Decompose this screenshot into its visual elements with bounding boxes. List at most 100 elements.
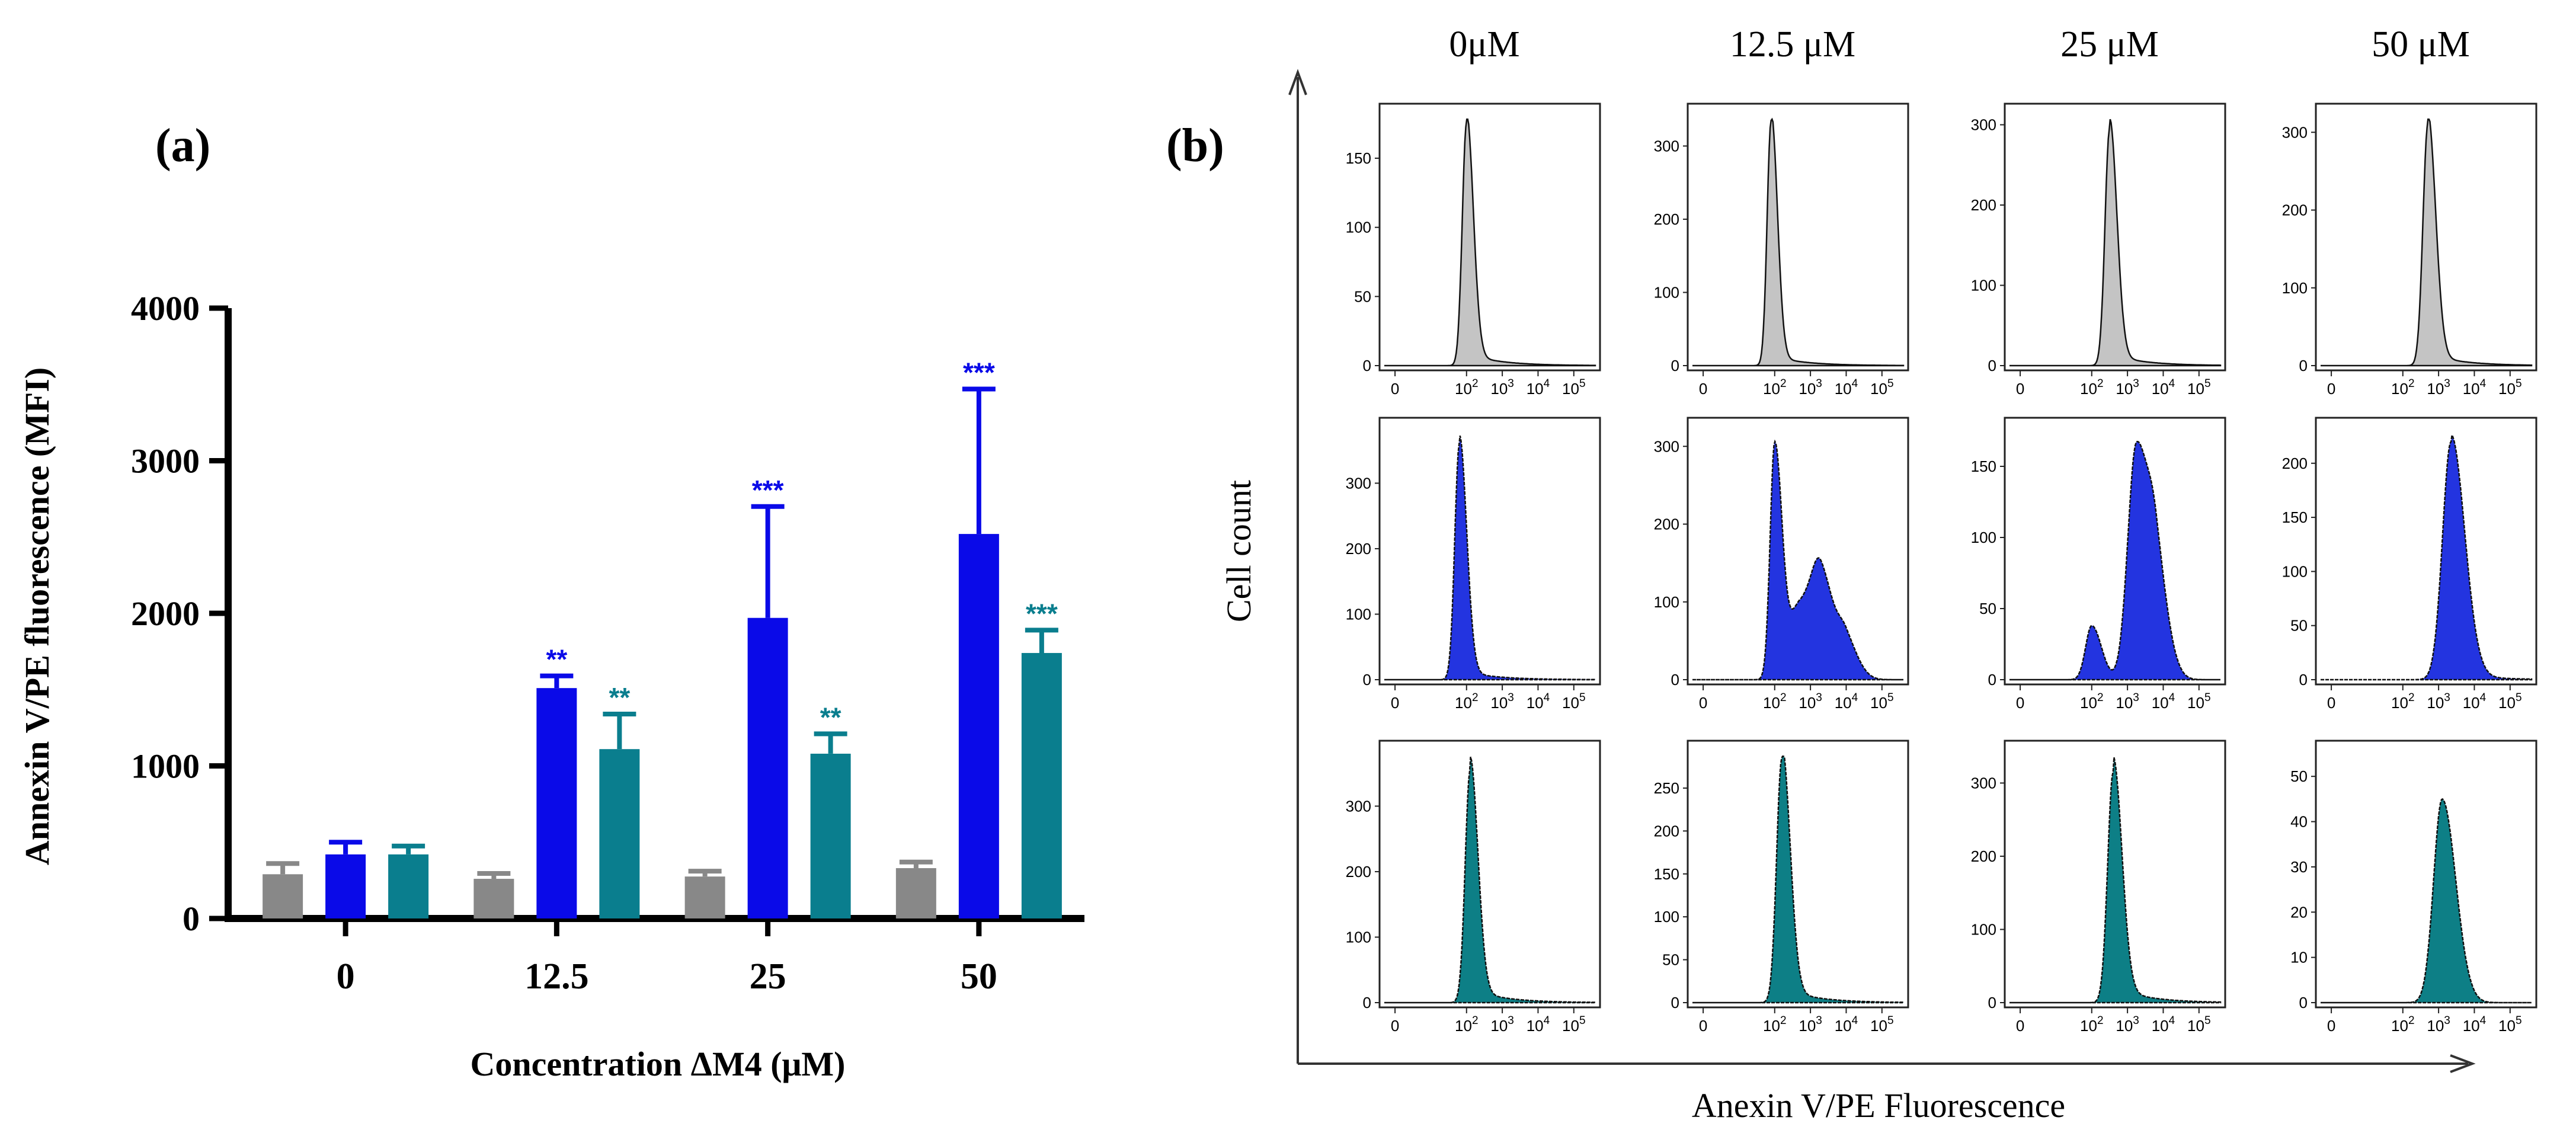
histogram-x-tick-label: 103 — [2427, 377, 2450, 398]
histogram-x-tick-label: 103 — [1490, 1014, 1514, 1035]
histogram-y-tick-label: 0 — [1988, 994, 1996, 1012]
histogram-y-tick-label: 200 — [2282, 201, 2308, 219]
histogram-x-tick-label: 103 — [1490, 692, 1514, 712]
histogram-y-tick-label: 0 — [2299, 357, 2308, 375]
bar-x-axis-label: Concentration ΔM4 (μM) — [471, 1045, 846, 1083]
histogram-x-tick-label: 0 — [2327, 380, 2335, 398]
bar-control — [473, 879, 514, 918]
histogram-x-tick-label: 0 — [1391, 380, 1399, 398]
histogram-x-tick-label: 104 — [2152, 1014, 2175, 1035]
histogram-frame — [2004, 417, 2226, 686]
histogram-grid: Cell count Anexin V/PE Fluorescence 0μM 1… — [1220, 24, 2537, 1125]
histogram-y-tick-label: 0 — [1988, 671, 1996, 689]
histogram-column-title: 25 μM — [2060, 24, 2159, 65]
histogram-y-tick-label: 100 — [1346, 928, 1371, 946]
histogram-curve-blue — [2009, 440, 2220, 681]
histogram-x-tick-label: 104 — [1527, 377, 1550, 398]
histogram-y-tick-label: 20 — [2290, 903, 2308, 921]
histogram-y-tick-label: 200 — [1971, 847, 1996, 865]
histogram-y-tick-label: 0 — [1671, 994, 1679, 1012]
histogram-curve-teal — [1384, 756, 1596, 1004]
histogram-x-tick-label: 103 — [2116, 377, 2139, 398]
histogram-x-tick-label: 102 — [2080, 377, 2104, 398]
histogram-x-tick-label: 0 — [2016, 1017, 2024, 1035]
histogram-x-tick-label: 105 — [1562, 692, 1586, 712]
histogram-x-tick-label: 104 — [2463, 377, 2487, 398]
histogram-x-tick-label: 0 — [1699, 380, 1707, 398]
histogram-frame — [1378, 103, 1601, 372]
histogram-curve-control — [1692, 117, 1905, 367]
histogram-x-tick-label: 104 — [1835, 692, 1858, 712]
histogram-x-tick-label: 102 — [2391, 1014, 2415, 1035]
histogram-x-tick-label: 104 — [1835, 1014, 1858, 1035]
bar-blue — [536, 688, 577, 918]
bar-x-tick-label: 12.5 — [524, 956, 589, 997]
histogram-y-tick-label: 300 — [1654, 137, 1679, 155]
histogram-x-tick-label: 102 — [1455, 692, 1479, 712]
histogram-x-tick-label: 102 — [1455, 1014, 1479, 1035]
bar-x-tick-label: 25 — [750, 956, 786, 997]
histogram-column-title: 50 μM — [2372, 24, 2470, 65]
histogram-x-tick-label: 102 — [1763, 377, 1787, 398]
histogram-x-tick-label: 104 — [2463, 1014, 2487, 1035]
hist-y-arrow-icon — [1288, 69, 1307, 95]
bar-y-tick-label: 0 — [183, 900, 200, 938]
histogram-y-tick-label: 50 — [1354, 287, 1371, 305]
bar-teal — [810, 753, 851, 918]
histogram-x-tick-label: 102 — [1763, 1014, 1787, 1035]
histogram-curve-blue — [1384, 435, 1596, 681]
histogram-y-tick-label: 100 — [1654, 593, 1679, 611]
histogram-y-tick-label: 10 — [2290, 949, 2308, 966]
histogram-x-tick-label: 102 — [2080, 1014, 2104, 1035]
histogram-y-tick-label: 200 — [1654, 516, 1679, 533]
histogram-x-tick-label: 0 — [1391, 694, 1399, 712]
panel-b-label: (b) — [1166, 120, 1224, 172]
bar-y-tick-label: 4000 — [131, 289, 200, 328]
histogram-x-tick-label: 102 — [2080, 692, 2104, 712]
significance-marker: *** — [1026, 598, 1058, 629]
histogram-x-tick-label: 0 — [1699, 1017, 1707, 1035]
histogram-curve-control — [2009, 119, 2222, 367]
histogram-x-tick-label: 103 — [2427, 692, 2450, 712]
bar-teal — [599, 749, 640, 918]
histogram-y-tick-label: 50 — [2290, 617, 2308, 635]
histogram-y-tick-label: 200 — [2282, 455, 2308, 472]
histogram-y-tick-label: 50 — [1979, 600, 1996, 617]
significance-marker: *** — [752, 475, 784, 505]
histogram-x-tick-label: 103 — [1799, 377, 1822, 398]
bar-y-tick-label: 3000 — [131, 442, 200, 481]
histogram-y-tick-label: 50 — [1662, 951, 1679, 969]
histogram-frame — [2315, 417, 2537, 686]
histogram-x-tick-label: 104 — [2463, 692, 2487, 712]
histogram-y-tick-label: 200 — [1346, 540, 1371, 558]
histogram-x-tick-label: 102 — [2391, 692, 2415, 712]
significance-marker: ** — [546, 644, 567, 675]
histogram-y-tick-label: 300 — [1346, 797, 1371, 815]
histogram-y-tick-label: 300 — [1971, 774, 1996, 792]
histogram-x-axis-label: Anexin V/PE Fluorescence — [1692, 1086, 2065, 1125]
histogram-x-tick-label: 104 — [1527, 1014, 1550, 1035]
histogram-x-tick-label: 104 — [1527, 692, 1550, 712]
histogram-y-tick-label: 100 — [1971, 920, 1996, 938]
bar-blue — [747, 617, 788, 918]
histogram-x-tick-label: 105 — [2187, 1014, 2211, 1035]
histogram-y-tick-label: 100 — [2282, 562, 2308, 580]
histogram-x-tick-label: 103 — [2116, 1014, 2139, 1035]
histogram-y-tick-label: 300 — [2282, 123, 2308, 141]
histogram-x-tick-label: 102 — [2391, 377, 2415, 398]
histogram-y-tick-label: 0 — [1363, 357, 1371, 375]
histogram-y-tick-label: 150 — [1346, 149, 1371, 167]
histogram-x-tick-label: 0 — [2016, 380, 2024, 398]
histogram-y-tick-label: 200 — [1971, 196, 1996, 214]
histogram-y-tick-label: 100 — [1971, 529, 1996, 546]
bar-teal — [388, 854, 429, 918]
histogram-y-tick-label: 0 — [2299, 994, 2308, 1012]
histogram-x-tick-label: 0 — [2327, 694, 2335, 712]
bar-y-tick-label: 2000 — [131, 594, 200, 633]
histogram-x-tick-label: 103 — [2427, 1014, 2450, 1035]
histogram-x-tick-label: 103 — [2116, 692, 2139, 712]
histogram-x-tick-label: 102 — [1455, 377, 1479, 398]
significance-marker: *** — [963, 357, 995, 388]
bar-y-axis-label: Annexin V/PE fluorescence (MFI) — [18, 367, 56, 865]
